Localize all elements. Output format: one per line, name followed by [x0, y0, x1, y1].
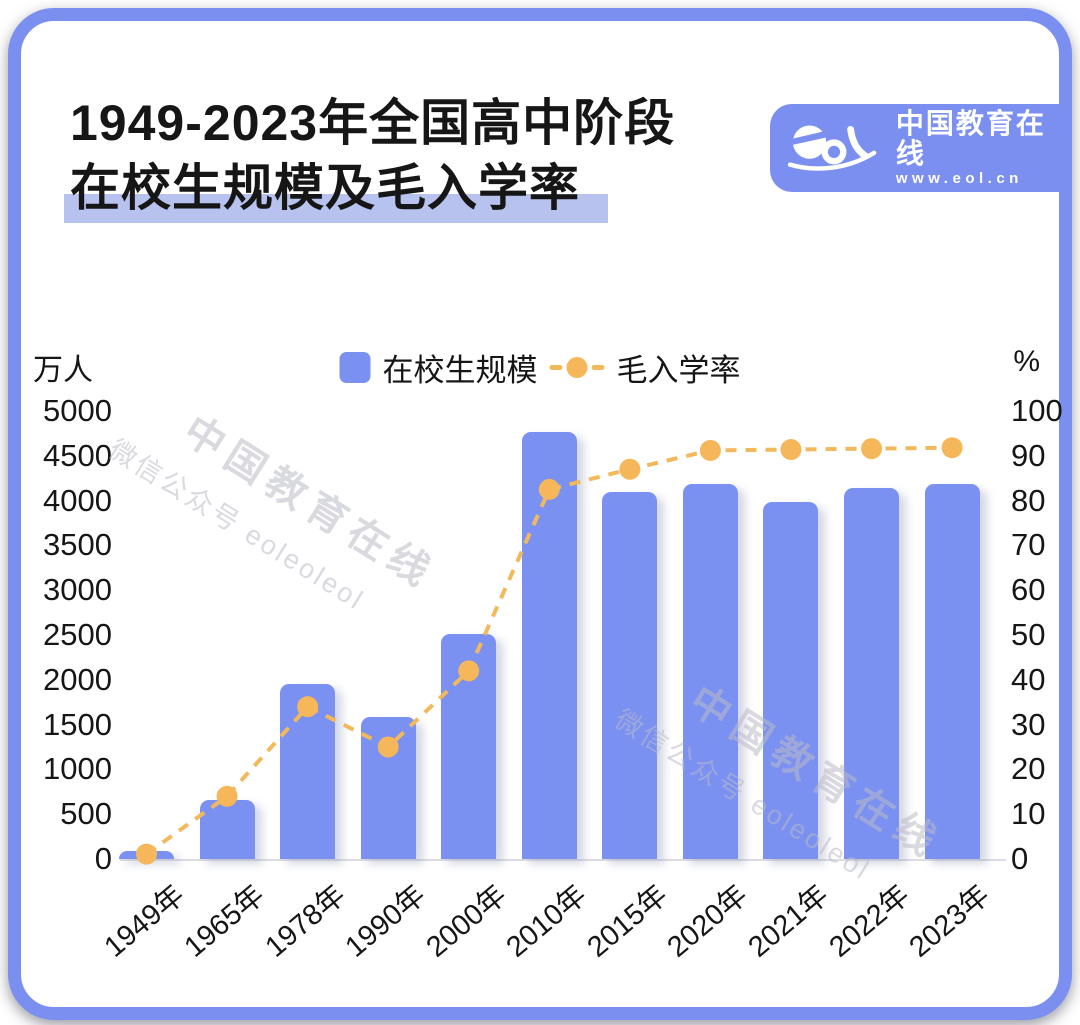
- y-left-tick-label: 5000: [43, 393, 112, 428]
- page-title: 1949-2023年全国高中阶段 在校生规模及毛入学率: [64, 91, 676, 223]
- y-right-tick-label: 20: [1011, 751, 1046, 787]
- x-tick-label: 1978年: [259, 879, 352, 964]
- bar-2022年: [844, 488, 900, 859]
- y-left-tick-label: 1500: [43, 706, 112, 742]
- y-left-tick-label: 2500: [43, 617, 112, 652]
- right-axis-unit: %: [1013, 345, 1040, 378]
- legend-dash-icon: [591, 365, 605, 370]
- y-right-tick-label: 90: [1011, 437, 1046, 473]
- ger-data-point: [861, 438, 883, 460]
- ger-data-point: [458, 660, 480, 682]
- x-tick-label: 2000年: [420, 879, 513, 964]
- y-left-tick-label: 2000: [43, 661, 112, 697]
- y-left-tick-label: 500: [60, 796, 112, 832]
- y-right-tick-label: 50: [1011, 617, 1046, 652]
- y-right-tick-label: 0: [1011, 841, 1029, 876]
- y-left-tick-label: 4500: [43, 437, 112, 473]
- x-tick-label: 2021年: [742, 879, 835, 964]
- y-right-tick-label: 60: [1011, 572, 1046, 608]
- y-axis-right: 100 90 80 70 60 50 40 30 20 10 0: [1011, 21, 1071, 1007]
- legend-label-enrollment: 在校生规模: [382, 353, 538, 388]
- legend-line-marker: [549, 357, 605, 378]
- title-highlight: 在校生规模及毛入学率: [64, 160, 608, 223]
- x-tick-label: 1965年: [178, 879, 271, 964]
- ger-data-point: [619, 458, 641, 480]
- x-tick-label: 2022年: [823, 879, 916, 964]
- y-left-tick-label: 3500: [43, 527, 112, 563]
- infographic-card: 1949-2023年全国高中阶段 在校生规模及毛入学率 中国教育在线 www.e…: [8, 8, 1072, 1020]
- legend-dot-icon: [566, 357, 588, 378]
- plot-area: [119, 411, 1006, 865]
- ger-data-point: [780, 439, 802, 461]
- legend-dash-icon: [549, 365, 563, 370]
- legend-bar-swatch: [339, 352, 371, 383]
- brand-url: www.eol.cn: [895, 170, 1023, 188]
- y-axis-left: 5000 4500 4000 3500 3000 2500 2000 1500 1000 500 0: [21, 21, 112, 1007]
- title-line-1: 1949-2023年全国高中阶段: [70, 95, 676, 151]
- ger-data-point: [377, 736, 399, 758]
- ger-dashed-line: [145, 445, 953, 856]
- brand-name: 中国教育在线: [895, 108, 1046, 169]
- x-tick-label: 1990年: [339, 879, 432, 964]
- brand-logo: 中国教育在线 www.eol.cn: [770, 104, 1072, 192]
- ger-data-point: [297, 696, 319, 718]
- bar-2021年: [763, 502, 819, 859]
- bar-2020年: [682, 483, 738, 859]
- y-left-tick-label: 4000: [43, 482, 112, 518]
- y-right-tick-label: 30: [1011, 706, 1046, 742]
- y-left-tick-label: 3000: [43, 572, 112, 608]
- y-right-tick-label: 70: [1011, 527, 1046, 563]
- ger-data-point: [699, 439, 721, 461]
- legend-label-ger: 毛入学率: [616, 353, 741, 388]
- bar-2015年: [602, 491, 658, 859]
- title-line-2: 在校生规模及毛入学率: [64, 156, 675, 223]
- y-right-tick-label: 80: [1011, 482, 1046, 518]
- left-axis-unit: 万人: [33, 354, 93, 387]
- y-left-tick-label: 0: [94, 841, 112, 876]
- chart-legend: 在校生规模 毛入学率: [339, 345, 741, 390]
- ger-data-point: [216, 785, 238, 807]
- ger-data-point: [136, 843, 157, 865]
- y-left-tick-label: 1000: [43, 751, 112, 787]
- bar-2023年: [924, 484, 980, 859]
- x-tick-label: 2010年: [500, 879, 594, 964]
- x-tick-label: 2023年: [903, 879, 996, 964]
- x-tick-label: 2015年: [581, 879, 674, 964]
- bar-1965年: [199, 799, 255, 859]
- y-right-tick-label: 100: [1011, 393, 1063, 428]
- eol-logo-icon: [788, 125, 877, 171]
- y-right-tick-label: 40: [1011, 661, 1046, 697]
- y-right-tick-label: 10: [1011, 796, 1046, 832]
- bar-2010年: [521, 431, 577, 859]
- x-tick-label: 2020年: [661, 879, 755, 964]
- ger-data-point: [538, 478, 560, 500]
- ger-data-point: [941, 437, 963, 459]
- ger-line-layer: [136, 437, 963, 865]
- stage: 1949-2023年全国高中阶段 在校生规模及毛入学率 中国教育在线 www.e…: [21, 21, 1072, 1007]
- brand-text: 中国教育在线 www.eol.cn: [896, 109, 1072, 187]
